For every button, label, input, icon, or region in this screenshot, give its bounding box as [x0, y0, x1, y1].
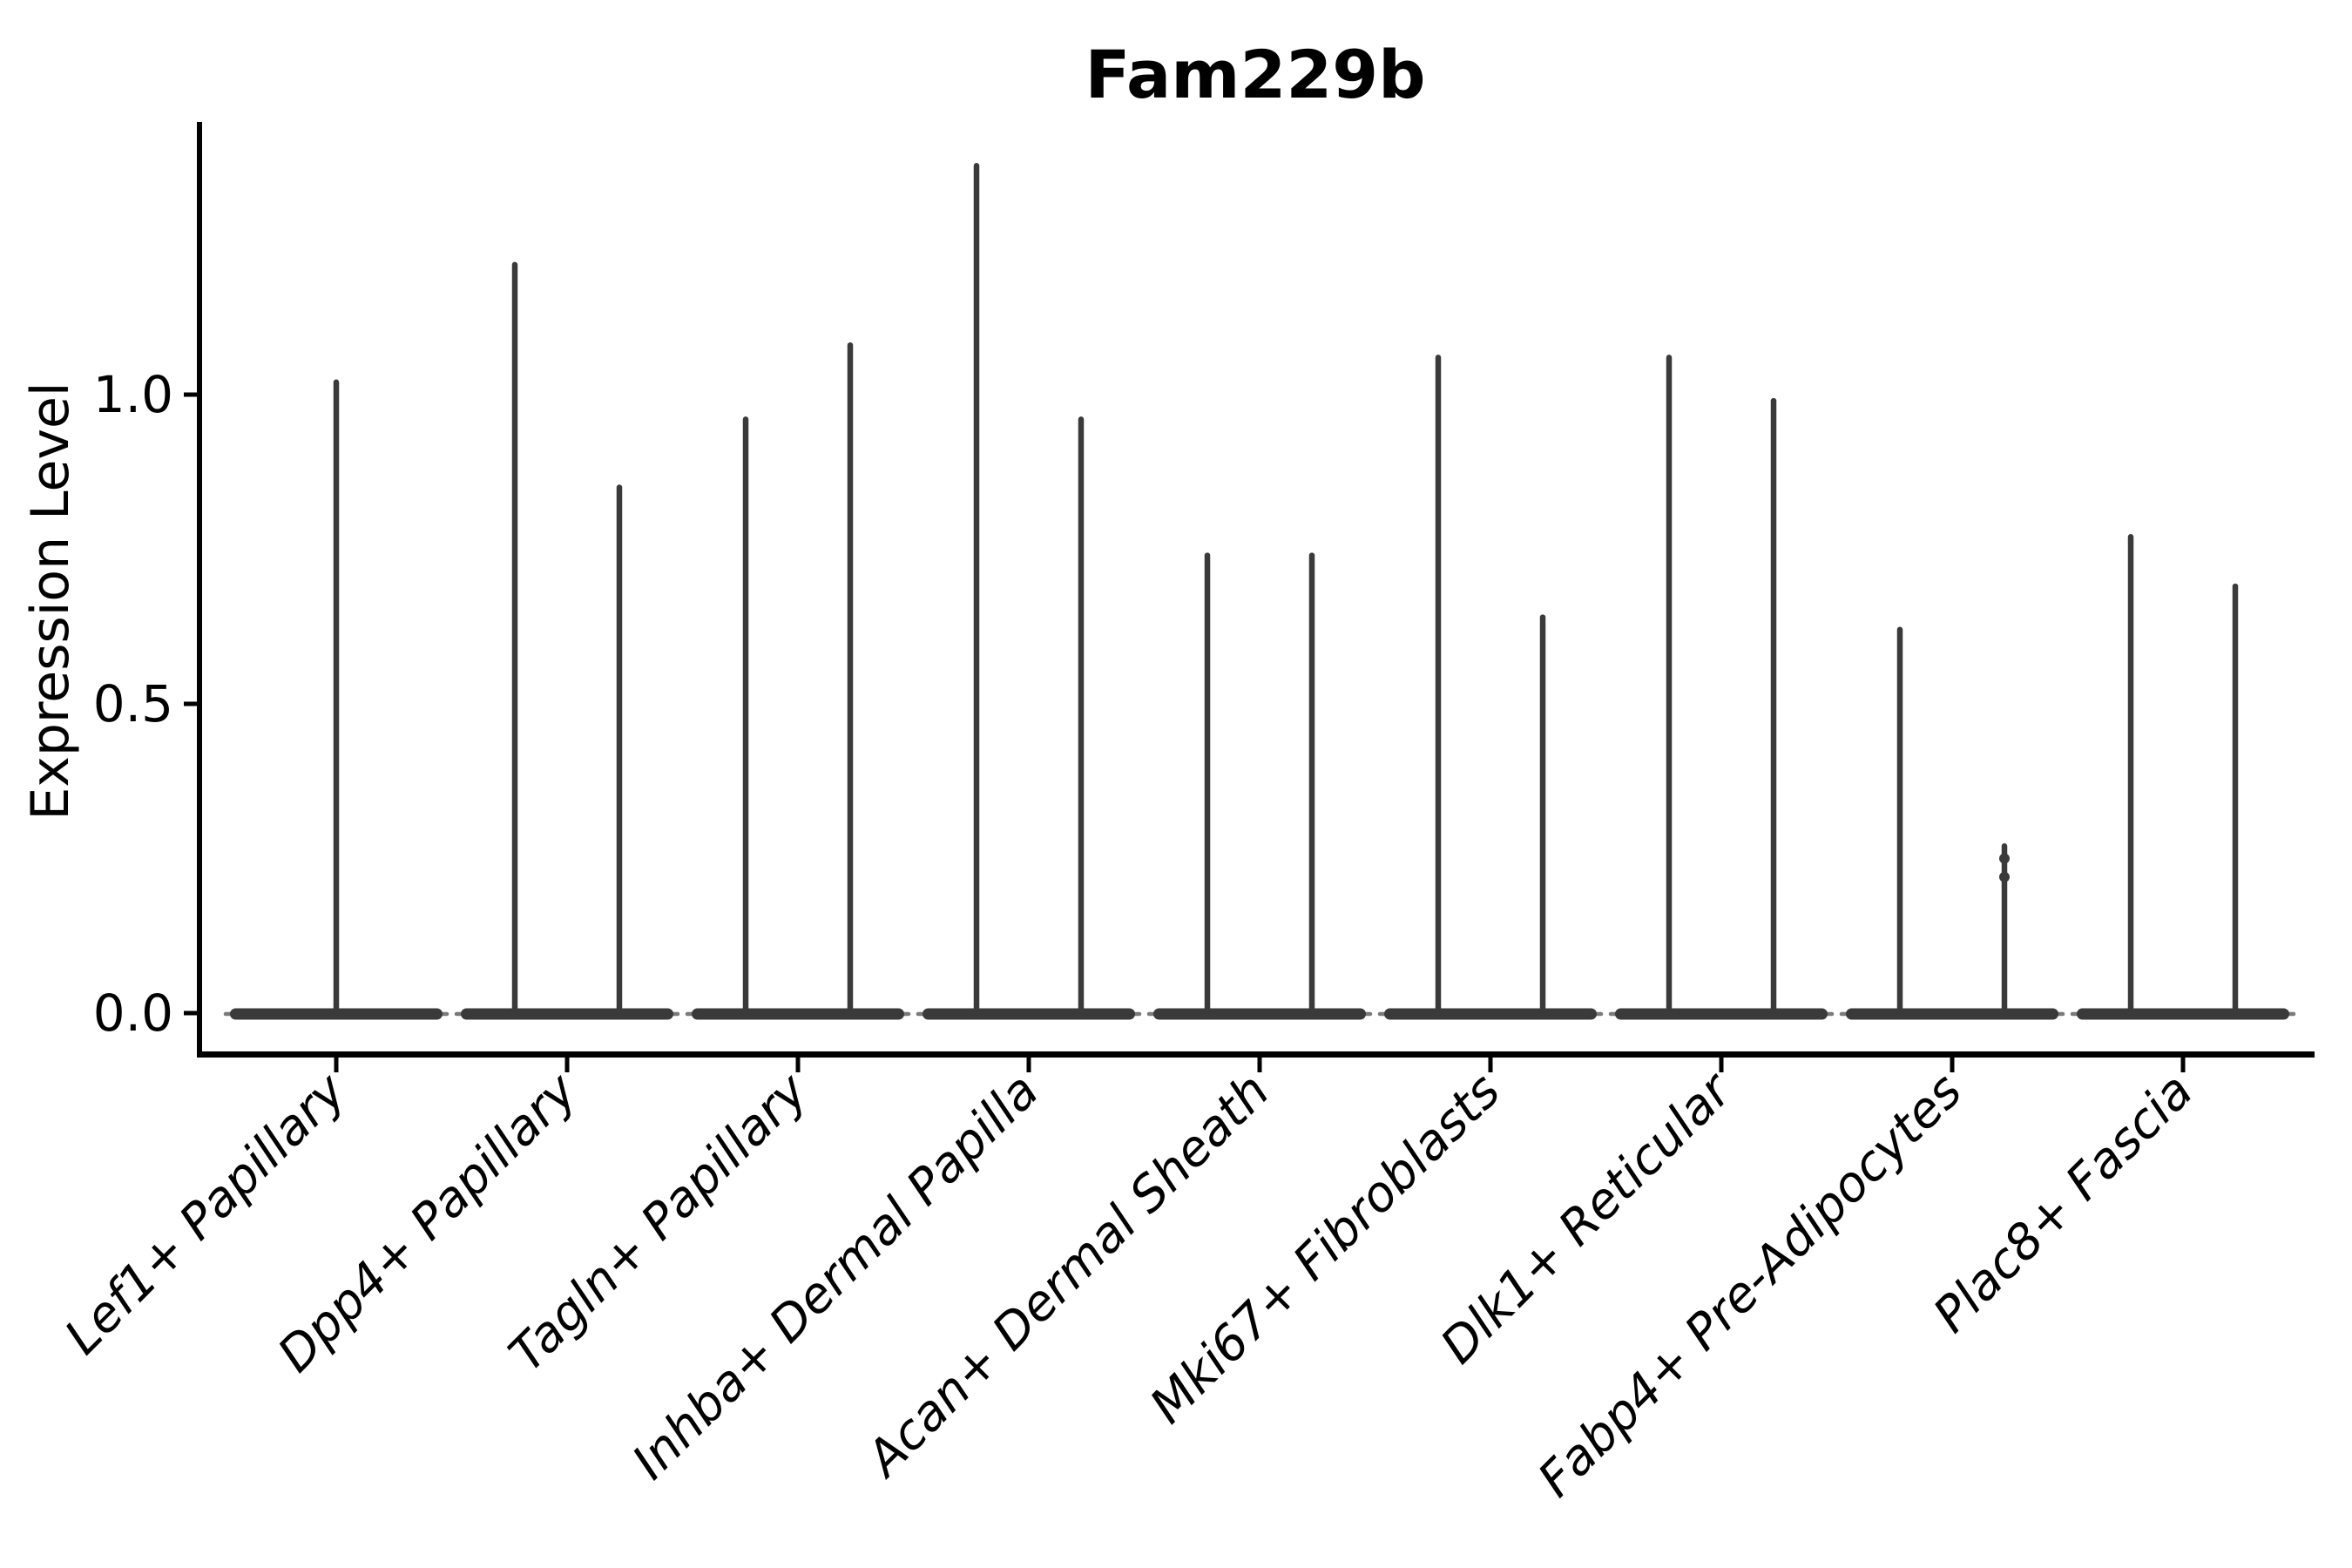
violin-group [685, 341, 911, 1020]
x-category-label: Inhba+ Dermal Papilla [622, 1063, 1050, 1490]
violin-base-bar [1384, 1008, 1597, 1020]
violin-group [1146, 552, 1373, 1020]
y-tick-label: 0.5 [93, 674, 173, 733]
violin-spike-bump [1999, 871, 2010, 882]
violin-spike-bump [1999, 853, 2010, 864]
violin-base-bar [1615, 1008, 1828, 1020]
y-axis-ticks: 0.0 0.5 1.0 [93, 365, 199, 1043]
violin-group [454, 261, 680, 1020]
violin-group [1839, 626, 2065, 1020]
violin-group [1377, 355, 1604, 1020]
violin-base-bar [1153, 1008, 1366, 1020]
x-axis-ticks [334, 1055, 2186, 1072]
y-tick-label: 0.0 [93, 983, 173, 1043]
chart-title: Fam229b [1085, 36, 1426, 113]
y-tick-label: 1.0 [93, 365, 173, 424]
x-category-label: Acan+ Dermal Sheath [855, 1063, 1281, 1489]
x-category-label: Fabp4+ Pre-Adipocytes [1528, 1063, 1973, 1508]
violin-group [916, 163, 1142, 1020]
violin-base-bar [461, 1008, 673, 1020]
violin-group [1608, 355, 1835, 1020]
violin-base-bar [2077, 1008, 2289, 1020]
y-axis-label: Expression Level [20, 382, 81, 820]
violin-group [223, 379, 449, 1020]
violin-base-bar [923, 1008, 1135, 1020]
violins [223, 163, 2296, 1020]
violin-base-bar [1846, 1008, 2058, 1020]
violin-base-bar [692, 1008, 904, 1020]
violin-group [2070, 534, 2296, 1020]
